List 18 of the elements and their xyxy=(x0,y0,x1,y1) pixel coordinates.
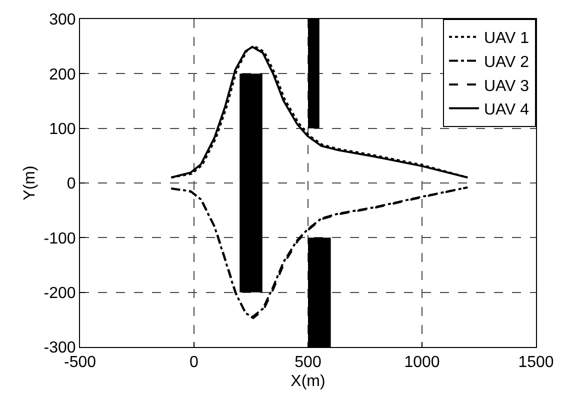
x-tick-label: 1000 xyxy=(404,354,440,372)
y-tick-label: -200 xyxy=(44,284,76,302)
legend-label: UAV 3 xyxy=(484,78,530,95)
y-tick-label: 0 xyxy=(66,176,76,193)
y-tick-label: 200 xyxy=(49,66,76,84)
x-tick-label: 0 xyxy=(190,354,199,372)
legend-label: UAV 4 xyxy=(484,102,530,119)
y-tick-label: 100 xyxy=(49,120,76,138)
y-tick-label: 300 xyxy=(49,12,76,29)
x-tick-label: 500 xyxy=(294,354,322,372)
y-axis-title: Y(m) xyxy=(22,166,39,200)
legend-label: UAV 1 xyxy=(484,30,530,48)
y-tick-label: -300 xyxy=(44,340,76,357)
x-axis-title: X(m) xyxy=(290,372,326,390)
x-tick-label: 1500 xyxy=(518,354,554,372)
x-tick-label: -500 xyxy=(64,354,96,372)
y-tick-label: -100 xyxy=(44,230,76,248)
legend-label: UAV 2 xyxy=(484,54,530,71)
